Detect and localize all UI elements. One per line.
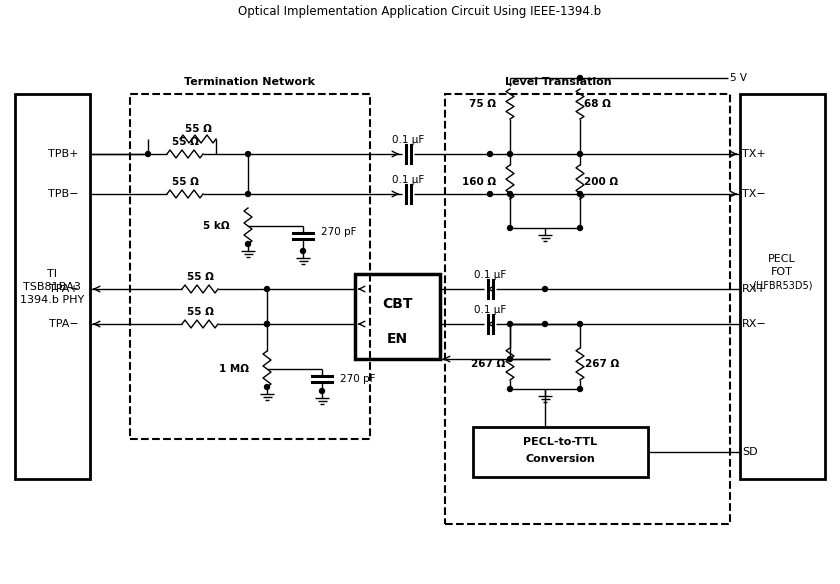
- Circle shape: [507, 387, 512, 391]
- Text: (HFBR53D5): (HFBR53D5): [752, 281, 812, 291]
- Circle shape: [245, 151, 250, 157]
- Text: Level Translation: Level Translation: [505, 77, 612, 87]
- Circle shape: [578, 192, 582, 196]
- Text: 200 Ω: 200 Ω: [584, 177, 618, 187]
- Circle shape: [507, 151, 512, 157]
- Circle shape: [578, 225, 582, 231]
- Text: 55 Ω: 55 Ω: [186, 272, 213, 282]
- Text: CBT: CBT: [382, 297, 412, 311]
- Text: TPB−: TPB−: [49, 189, 79, 199]
- Text: TPA+: TPA+: [50, 284, 79, 294]
- Circle shape: [265, 322, 270, 326]
- Circle shape: [301, 249, 306, 253]
- Bar: [473, 427, 648, 477]
- Text: PECL-to-TTL: PECL-to-TTL: [523, 437, 597, 447]
- Text: RX+: RX+: [742, 284, 767, 294]
- Text: TPB+: TPB+: [49, 149, 79, 159]
- Text: 55 Ω: 55 Ω: [186, 307, 213, 317]
- Bar: [740, 94, 825, 479]
- Text: 5 kΩ: 5 kΩ: [203, 221, 230, 231]
- Text: 0.1 μF: 0.1 μF: [474, 270, 507, 280]
- Text: Optical Implementation Application Circuit Using IEEE-1394.b: Optical Implementation Application Circu…: [239, 5, 601, 18]
- Circle shape: [543, 322, 548, 326]
- Circle shape: [245, 242, 250, 246]
- Circle shape: [507, 356, 512, 361]
- Text: RX−: RX−: [742, 319, 767, 329]
- Text: TSB81BA3: TSB81BA3: [23, 282, 81, 292]
- Text: 55 Ω: 55 Ω: [171, 137, 198, 147]
- Circle shape: [578, 387, 582, 391]
- Circle shape: [507, 225, 512, 231]
- Text: 267 Ω: 267 Ω: [585, 359, 619, 369]
- Circle shape: [319, 388, 324, 394]
- Bar: [445, 94, 730, 524]
- Text: TX+: TX+: [742, 149, 766, 159]
- Text: 1 MΩ: 1 MΩ: [219, 364, 249, 374]
- Text: PECL: PECL: [768, 254, 795, 264]
- Text: 68 Ω: 68 Ω: [584, 99, 611, 109]
- Text: TI: TI: [47, 269, 57, 279]
- Circle shape: [487, 151, 492, 157]
- Text: 55 Ω: 55 Ω: [171, 177, 198, 187]
- Circle shape: [265, 322, 270, 326]
- Circle shape: [507, 322, 512, 326]
- Text: 55 Ω: 55 Ω: [185, 124, 212, 134]
- Text: EN: EN: [387, 332, 408, 346]
- Bar: [130, 94, 370, 439]
- Circle shape: [578, 75, 582, 81]
- Text: 160 Ω: 160 Ω: [462, 177, 496, 187]
- Circle shape: [245, 192, 250, 196]
- Text: 0.1 μF: 0.1 μF: [474, 305, 507, 315]
- Text: Conversion: Conversion: [526, 454, 596, 464]
- Text: Termination Network: Termination Network: [185, 77, 316, 87]
- Circle shape: [265, 287, 270, 291]
- Text: 0.1 μF: 0.1 μF: [392, 135, 424, 145]
- Text: 75 Ω: 75 Ω: [469, 99, 496, 109]
- Text: 1394.b PHY: 1394.b PHY: [20, 295, 84, 305]
- Text: 270 pF: 270 pF: [321, 227, 356, 237]
- Text: FOT: FOT: [771, 267, 793, 277]
- Text: TPA−: TPA−: [50, 319, 79, 329]
- Bar: [15, 94, 90, 479]
- Circle shape: [145, 151, 150, 157]
- Circle shape: [487, 192, 492, 196]
- Circle shape: [543, 287, 548, 291]
- Text: TX−: TX−: [742, 189, 766, 199]
- Text: 0.1 μF: 0.1 μF: [392, 175, 424, 185]
- Text: 267 Ω: 267 Ω: [470, 359, 505, 369]
- Bar: [355, 274, 440, 359]
- Text: 270 pF: 270 pF: [340, 374, 375, 384]
- Circle shape: [265, 384, 270, 390]
- Circle shape: [578, 151, 582, 157]
- Text: 5 V: 5 V: [730, 73, 747, 83]
- Circle shape: [578, 322, 582, 326]
- Circle shape: [507, 192, 512, 196]
- Text: SD: SD: [742, 447, 758, 457]
